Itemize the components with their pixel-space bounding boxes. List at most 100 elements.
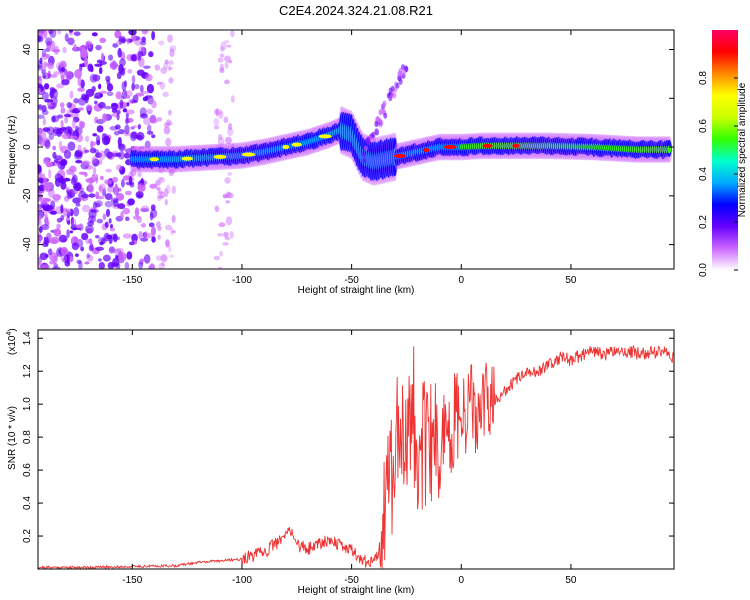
spectrogram-noise-blob <box>137 124 141 130</box>
spectrogram-noise-blob <box>112 199 119 208</box>
spectrogram-x-tick-label: -150 <box>122 275 142 286</box>
spectrogram-noise-blob <box>115 254 119 259</box>
spectrogram-faint-blob <box>160 253 168 263</box>
spectrogram-faint-blob <box>217 133 223 140</box>
spectrogram-noise-blob <box>41 91 49 101</box>
spectrogram-noise-blob <box>136 215 143 224</box>
spectrogram-noise-blob <box>92 166 97 177</box>
spectrogram-streak <box>376 116 381 123</box>
spectrogram-faint-blob <box>157 190 164 195</box>
spectrogram-noise-blob <box>95 202 101 208</box>
spectrogram-noise-blob <box>140 222 147 228</box>
spectrogram-noise-blob <box>98 150 106 160</box>
spectrogram-noise-blob <box>148 222 155 228</box>
spectrogram-noise-blob <box>124 124 130 135</box>
spectrogram-faint-blob <box>168 66 174 71</box>
spectrogram-streak <box>363 145 368 152</box>
spectrogram-faint-blob <box>224 177 231 184</box>
spectrogram-faint-blob <box>157 194 165 199</box>
spectrogram-streak <box>374 128 379 135</box>
spectrogram-noise-blob <box>69 165 77 173</box>
spectrogram-noise-blob <box>119 99 124 109</box>
spectrogram-noise-blob <box>48 169 52 179</box>
spectrogram-noise-blob <box>44 62 54 67</box>
spectrogram-faint-blob <box>224 40 230 44</box>
spectrogram-y-tick-label: 20 <box>22 92 33 104</box>
spectrogram-hotspot <box>443 145 457 150</box>
spectrogram-noise-blob <box>101 238 105 245</box>
snr-y-tick-label: 0.8 <box>22 430 33 444</box>
spectrogram-faint-blob <box>225 200 231 204</box>
spectrogram-noise-blob <box>49 87 56 92</box>
spectrogram-faint-blob <box>163 188 169 198</box>
spectrogram-streak <box>383 112 388 119</box>
spectrogram-noise-blob <box>53 71 62 75</box>
spectrogram-noise-blob <box>49 239 58 244</box>
spectrogram-noise-blob <box>149 118 158 124</box>
spectrogram-noise-blob <box>40 224 50 231</box>
spectrogram-streak <box>397 70 402 77</box>
spectrogram-noise-blob <box>77 87 85 92</box>
spectrogram-noise-blob <box>148 51 154 58</box>
spectrogram-noise-blob <box>50 96 58 106</box>
spectrogram-noise-blob <box>151 30 156 41</box>
spectrogram-noise-blob <box>91 85 96 93</box>
spectrogram-noise-blob <box>66 190 73 200</box>
spectrogram-noise-blob <box>73 43 77 52</box>
spectrogram-noise-blob <box>117 143 125 150</box>
spectrogram-faint-blob <box>217 232 224 237</box>
spectrogram-ridge-core <box>667 145 672 154</box>
spectrogram-noise-blob <box>84 149 90 153</box>
snr-x-label: Height of straight line (km) <box>298 585 415 596</box>
spectrogram-noise-blob <box>99 37 107 44</box>
spectrogram-faint-blob <box>159 81 166 90</box>
spectrogram-faint-blob <box>165 137 172 147</box>
spectrogram-noise-blob <box>135 92 145 97</box>
spectrogram-faint-blob <box>217 57 224 63</box>
spectrogram-noise-blob <box>84 135 90 143</box>
spectrogram-noise-blob <box>104 105 112 110</box>
spectrogram-faint-blob <box>156 81 162 86</box>
spectrogram-noise-blob <box>60 204 64 214</box>
spectrogram-noise-blob <box>38 177 44 184</box>
spectrogram-noise-blob <box>38 114 45 119</box>
colorbar-tick-label: 0.0 <box>698 263 709 277</box>
spectrogram-y-ticks: -40 -20 0 20 40 <box>22 44 674 252</box>
spectrogram-faint-blob <box>230 95 235 103</box>
spectrogram-faint-blob <box>218 222 226 228</box>
spectrogram-noise-blob <box>116 110 121 115</box>
spectrogram-noise-blob <box>43 177 48 186</box>
spectrogram-noise-blob <box>92 74 101 82</box>
spectrogram-noise-blob <box>38 35 44 43</box>
spectrogram-faint-blob <box>158 40 165 46</box>
spectrogram-noise-blob <box>60 181 67 190</box>
spectrogram-noise-blob <box>138 57 145 68</box>
spectrogram-noise-blob <box>104 221 109 228</box>
spectrogram-noise-blob <box>69 32 73 36</box>
spectrogram-noise-blob <box>90 65 94 73</box>
spectrogram-faint-blob <box>219 46 225 52</box>
spectrogram-noise-blob <box>98 183 107 194</box>
spectrogram-noise-blob <box>41 264 51 269</box>
spectrogram-noise-blob <box>103 232 111 242</box>
spectrogram-noise-blob <box>56 127 65 135</box>
spectrogram-faint-blob <box>156 193 162 202</box>
spectrogram-faint-blob <box>163 122 170 128</box>
spectrogram-y-tick-label: -40 <box>22 237 33 252</box>
spectrogram-noise-blob <box>73 98 80 104</box>
spectrogram-noise-blob <box>50 200 56 210</box>
spectrogram-noise-blob <box>122 207 131 215</box>
snr-frame <box>37 329 675 570</box>
spectrogram-noise-blob <box>41 72 51 80</box>
spectrogram-noise-blob <box>73 206 80 217</box>
spectrogram-noise-blob <box>88 238 93 245</box>
spectrogram-noise-blob <box>122 175 131 181</box>
spectrogram-faint-blob <box>157 234 161 240</box>
spectrogram-noise-blob <box>60 107 66 114</box>
spectrogram-faint-blob <box>226 44 232 48</box>
spectrogram-noise-blob <box>63 149 72 159</box>
spectrogram-noise-blob <box>116 112 120 121</box>
spectrogram-noise-blob <box>95 246 105 251</box>
spectrogram-faint-blob <box>224 61 229 70</box>
spectrogram-faint-blob <box>156 187 161 191</box>
